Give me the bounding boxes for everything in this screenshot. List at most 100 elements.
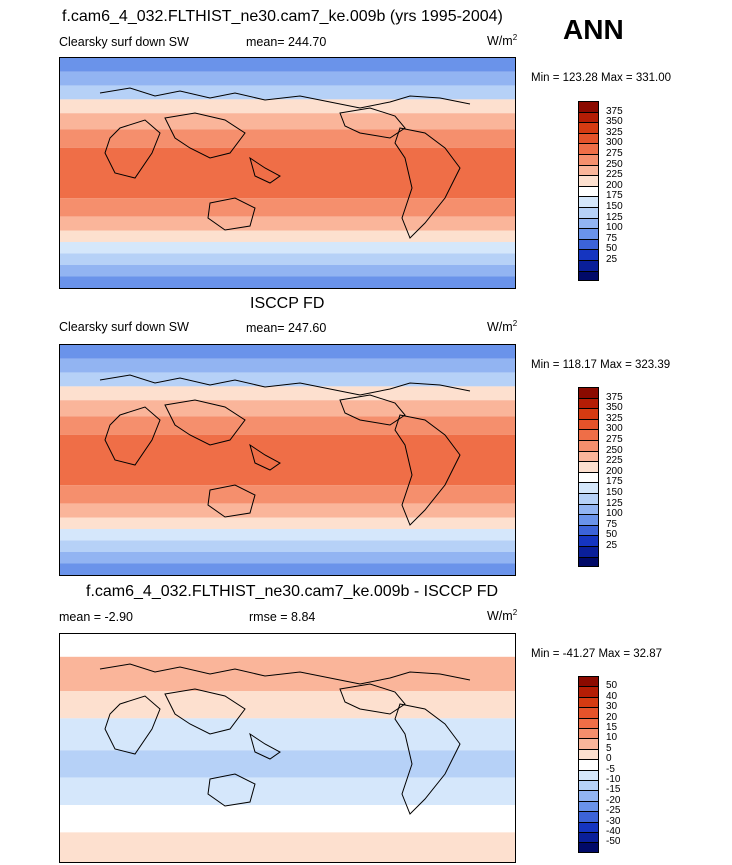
- colorbar-label: -50: [606, 836, 621, 848]
- colorbar-swatch: [578, 429, 599, 440]
- coastline: [249, 732, 281, 760]
- colorbar-swatch: [578, 556, 599, 568]
- map-band: [60, 777, 515, 805]
- colorbar-swatch: [578, 217, 599, 229]
- coastline: [104, 695, 161, 755]
- map-band: [60, 434, 515, 486]
- panel3-title: f.cam6_4_032.FLTHIST_ne30.cam7_ke.009b -…: [86, 583, 499, 600]
- colorbar-label: 375: [606, 391, 623, 403]
- coastline: [249, 156, 281, 184]
- map-band: [60, 242, 515, 254]
- colorbar-label: 150: [606, 487, 623, 498]
- colorbar-swatch: [578, 122, 599, 133]
- panel2-variable: Clearsky surf down SW: [59, 320, 189, 334]
- coastline: [164, 112, 246, 159]
- coastline: [99, 663, 471, 685]
- map-band: [60, 216, 515, 231]
- map-band: [60, 718, 515, 751]
- map-band: [60, 58, 515, 72]
- panel1-map: [59, 57, 516, 289]
- panel2-units: W/m2: [487, 319, 518, 335]
- panel1-variable: Clearsky surf down SW: [59, 35, 189, 49]
- coastline: [104, 119, 161, 179]
- panel3-rmse: rmse = 8.84: [249, 610, 316, 624]
- colorbar-label: 200: [606, 179, 623, 191]
- map-band: [60, 517, 515, 529]
- colorbar-swatch: [578, 450, 599, 462]
- map-band: [60, 416, 515, 435]
- map-band: [60, 113, 515, 130]
- colorbar-swatch: [578, 696, 599, 708]
- colorbar-swatch: [578, 482, 599, 493]
- colorbar-swatch: [578, 748, 599, 760]
- map-band: [60, 386, 515, 401]
- colorbar-label: 125: [606, 497, 623, 509]
- colorbar-label: 350: [606, 402, 623, 414]
- colorbar-label: 75: [606, 518, 618, 530]
- colorbar-label: 250: [606, 444, 623, 456]
- colorbar-label: 10: [606, 732, 618, 744]
- colorbar-label: 375: [606, 105, 623, 117]
- coastline: [339, 107, 406, 139]
- colorbar-swatch: [578, 185, 599, 197]
- map-band: [60, 265, 515, 277]
- colorbar-swatch: [578, 800, 599, 812]
- colorbar-label: 5: [606, 742, 612, 754]
- colorbar-label: 175: [606, 476, 623, 488]
- panel2-mean: mean= 247.60: [246, 321, 327, 335]
- colorbar-swatch: [578, 418, 599, 430]
- map-band: [60, 129, 515, 148]
- colorbar-label: 25: [606, 254, 618, 265]
- colorbar-label: 300: [606, 423, 623, 435]
- coastline: [249, 443, 281, 471]
- panel1-map-field: [60, 58, 515, 288]
- coastline: [394, 703, 461, 815]
- panel1-units: W/m2: [487, 33, 518, 49]
- coastline: [104, 406, 161, 466]
- map-band: [60, 529, 515, 541]
- colorbar-label: -40: [606, 826, 621, 837]
- colorbar-swatch: [578, 111, 599, 123]
- colorbar-label: 275: [606, 148, 623, 159]
- colorbar-swatch: [578, 821, 599, 832]
- colorbar-label: 150: [606, 201, 623, 212]
- map-band: [60, 750, 515, 778]
- coastline: [164, 399, 246, 446]
- colorbar-label: -30: [606, 815, 621, 827]
- panel2-minmax: Min = 118.17 Max = 323.39: [531, 359, 671, 371]
- map-band: [60, 805, 515, 833]
- panel2-map-field: [60, 345, 515, 575]
- colorbar-swatch: [578, 387, 599, 398]
- colorbar-swatch: [578, 207, 599, 218]
- coastline: [164, 688, 246, 735]
- colorbar-label: -25: [606, 805, 621, 817]
- panel1-mean: mean= 244.70: [246, 35, 327, 49]
- colorbar-label: 325: [606, 412, 623, 424]
- colorbar-swatch: [578, 493, 599, 504]
- colorbar-label: -20: [606, 794, 621, 806]
- panel3-map-field: [60, 634, 515, 862]
- panel1-title: f.cam6_4_032.FLTHIST_ne30.cam7_ke.009b (…: [62, 8, 503, 25]
- coastline: [339, 683, 406, 715]
- colorbar-label: 225: [606, 455, 623, 467]
- colorbar-swatch: [578, 707, 599, 718]
- coastline: [99, 374, 471, 396]
- colorbar-label: 300: [606, 137, 623, 149]
- colorbar-swatch: [578, 717, 599, 728]
- colorbar-label: 325: [606, 126, 623, 138]
- panel2-title: ISCCP FD: [250, 295, 325, 312]
- colorbar-label: 25: [606, 540, 618, 551]
- colorbar-swatch: [578, 461, 599, 472]
- map-band: [60, 563, 515, 575]
- colorbar-swatch: [578, 769, 599, 780]
- colorbar-label: 250: [606, 158, 623, 170]
- season-label: ANN: [563, 14, 624, 45]
- colorbar-swatch: [578, 676, 599, 687]
- coastline: [207, 197, 256, 231]
- colorbar-swatch: [578, 832, 599, 843]
- colorbar-swatch: [578, 759, 599, 770]
- colorbar-swatch: [578, 228, 599, 239]
- colorbar-swatch: [578, 408, 599, 419]
- map-band: [60, 230, 515, 242]
- map-band: [60, 372, 515, 387]
